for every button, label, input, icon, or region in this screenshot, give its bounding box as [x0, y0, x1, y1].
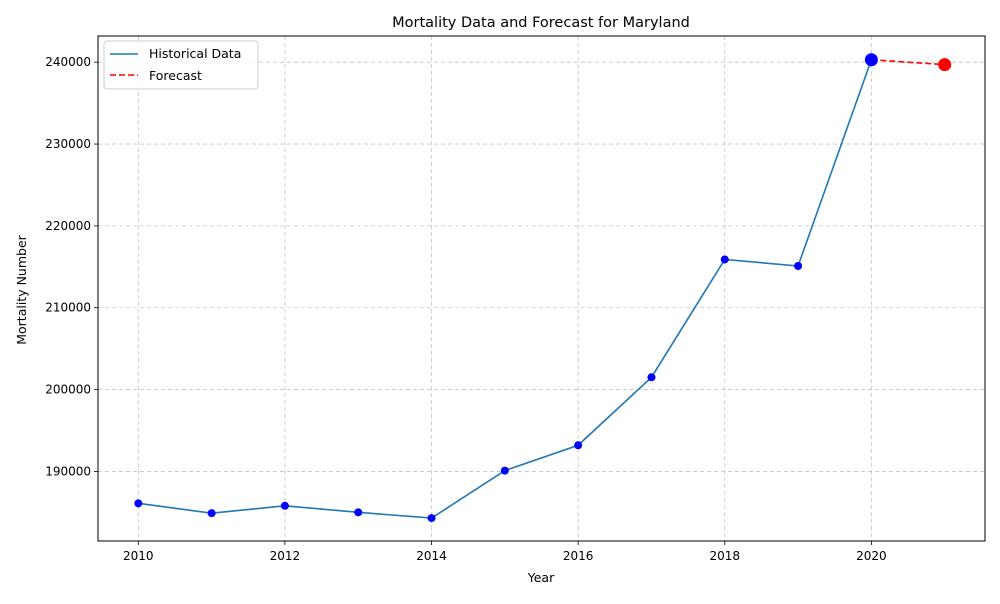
historical-data-point [574, 441, 583, 450]
grid-layer [98, 36, 985, 541]
historical-data-point [720, 255, 729, 264]
legend: Historical Data Forecast [103, 40, 259, 90]
x-tick-label: 2020 [856, 549, 887, 563]
x-tick-label: 2012 [270, 549, 301, 563]
legend-historical-label: Historical Data [149, 46, 241, 61]
series-layer [138, 58, 945, 519]
x-tick-label: 2016 [563, 549, 594, 563]
historical-data-point [427, 514, 436, 523]
legend-box [103, 40, 259, 90]
y-axis-label: Mortality Number [14, 234, 29, 344]
forecast-line [871, 58, 945, 66]
historical-data-line [138, 59, 873, 519]
y-tick-label: 220000 [45, 219, 91, 233]
historical-data-point [647, 373, 656, 382]
x-tick-label: 2014 [416, 549, 447, 563]
last-historical-point [864, 53, 878, 67]
x-tick-label: 2010 [123, 549, 154, 563]
historical-data-point [280, 501, 289, 510]
historical-data-point [134, 499, 143, 508]
chart-title: Mortality Data and Forecast for Maryland [392, 15, 690, 31]
historical-data-point [794, 261, 803, 270]
forecast-point [938, 58, 952, 72]
historical-data-point [500, 466, 509, 475]
y-tick-label: 240000 [45, 55, 91, 69]
x-tick-label: 2018 [709, 549, 740, 563]
legend-forecast-label: Forecast [149, 68, 202, 83]
plot-area-frame [97, 35, 986, 542]
y-tick-label: 230000 [45, 137, 91, 151]
marker-layer [134, 53, 952, 523]
tick-layer: 2010 2012 2014 2016 2018 2020 190000 200000 2100… [45, 55, 886, 563]
historical-data-point [207, 509, 216, 518]
y-tick-label: 200000 [45, 383, 91, 397]
y-tick-label: 210000 [45, 301, 91, 315]
historical-data-point [354, 508, 363, 517]
y-tick-label: 190000 [45, 464, 91, 478]
x-axis-label: Year [527, 570, 555, 585]
